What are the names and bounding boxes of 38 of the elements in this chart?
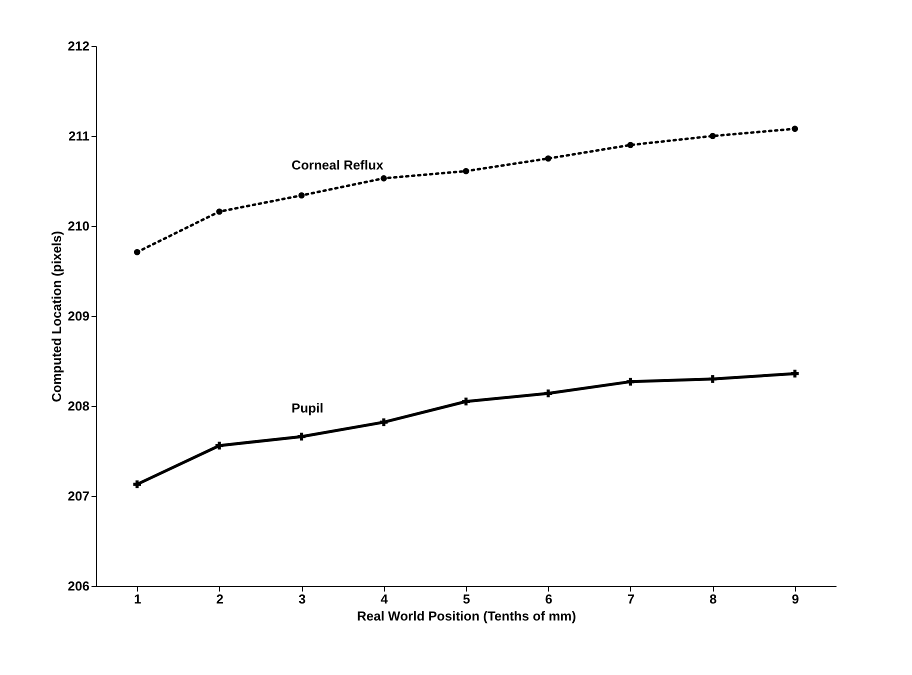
series-label: Pupil (292, 400, 324, 416)
x-tick-label: 8 (710, 592, 717, 606)
point (215, 442, 224, 450)
y-axis-title: Computed Location (pixels) (48, 230, 64, 402)
y-tick-label: 209 (68, 308, 90, 324)
y-tick-label: 206 (68, 578, 90, 594)
x-tick-label: 6 (545, 592, 552, 606)
point (792, 126, 798, 132)
point (133, 480, 141, 488)
y-tick-label: 207 (68, 488, 90, 504)
x-tick-label: 3 (298, 592, 306, 606)
y-tick-label: 210 (68, 218, 90, 234)
point (708, 375, 717, 383)
point (544, 390, 552, 398)
x-tick-label: 5 (462, 592, 470, 606)
y-tick-label: 208 (68, 398, 90, 414)
x-axis-title: Real World Position (Tenths of mm) (356, 608, 576, 624)
x-tick-label: 7 (627, 592, 635, 606)
y-tick-label: 211 (68, 128, 90, 144)
x-tick-label: 9 (792, 592, 800, 606)
point (134, 248, 140, 256)
x-tick-label: 1 (134, 592, 142, 606)
series-label: Corneal Reflux (292, 157, 384, 172)
x-tick-label: 2 (216, 592, 224, 606)
point (791, 370, 799, 378)
point (380, 175, 387, 182)
point (462, 398, 470, 406)
point (298, 192, 305, 199)
x-tick-label: 4 (380, 592, 389, 606)
point (627, 142, 634, 148)
point (545, 155, 552, 162)
point (710, 132, 716, 140)
point (462, 168, 470, 174)
point (380, 418, 388, 426)
point (298, 432, 306, 440)
y-tick-label: 212 (68, 38, 90, 54)
point (626, 378, 634, 386)
point (216, 208, 222, 215)
